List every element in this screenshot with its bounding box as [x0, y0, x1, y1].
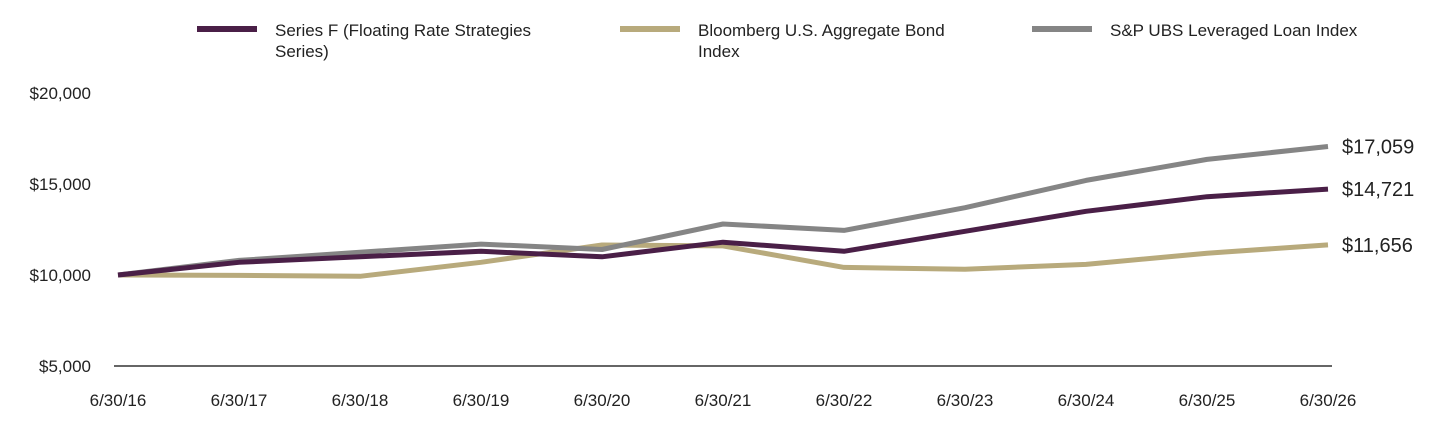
- x-tick-label: 6/30/19: [453, 391, 510, 410]
- end-value-label: $17,059: [1342, 137, 1414, 159]
- legend-item-series-f: Series F (Floating Rate Strategies Serie…: [197, 20, 557, 62]
- end-value-label: $14,721: [1342, 179, 1414, 201]
- legend-label-bloomberg: Bloomberg U.S. Aggregate Bond Index: [698, 21, 945, 61]
- series-line-0: [117, 186, 1329, 278]
- y-tick-label: $10,000: [30, 266, 91, 285]
- legend-swatch-bloomberg: [620, 26, 680, 32]
- x-tick-label: 6/30/21: [695, 391, 752, 410]
- legend-swatch-sp-ubs: [1032, 26, 1092, 32]
- legend-item-sp-ubs: S&P UBS Leveraged Loan Index: [1032, 20, 1412, 41]
- end-value-label: $11,656: [1342, 235, 1413, 257]
- y-tick-label: $15,000: [30, 175, 91, 194]
- series-line-2: [117, 144, 1329, 278]
- x-tick-label: 6/30/25: [1179, 391, 1236, 410]
- y-tick-label: $5,000: [39, 357, 91, 376]
- x-tick-label: 6/30/22: [816, 391, 873, 410]
- x-tick-label: 6/30/16: [90, 391, 147, 410]
- legend-item-bloomberg: Bloomberg U.S. Aggregate Bond Index: [620, 20, 980, 62]
- legend-swatch-series-f: [197, 26, 257, 32]
- legend-label-series-f: Series F (Floating Rate Strategies Serie…: [275, 21, 532, 61]
- legend-label-sp-ubs: S&P UBS Leveraged Loan Index: [1110, 21, 1358, 40]
- x-tick-label: 6/30/26: [1300, 391, 1357, 410]
- x-tick-label: 6/30/24: [1058, 391, 1115, 410]
- x-tick-label: 6/30/20: [574, 391, 631, 410]
- x-tick-label: 6/30/17: [211, 391, 268, 410]
- y-tick-label: $20,000: [30, 84, 91, 103]
- x-tick-label: 6/30/23: [937, 391, 994, 410]
- x-tick-label: 6/30/18: [332, 391, 389, 410]
